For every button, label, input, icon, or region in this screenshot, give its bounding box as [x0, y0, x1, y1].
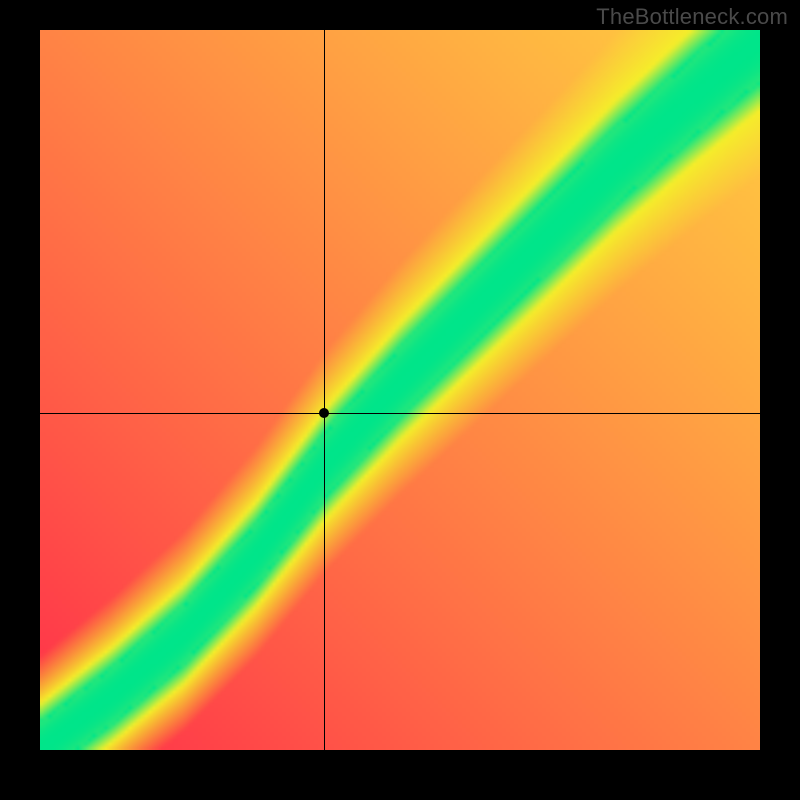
watermark-text: TheBottleneck.com	[596, 4, 788, 30]
crosshair-vertical	[324, 30, 325, 750]
marker-dot	[319, 408, 329, 418]
heatmap-plot	[40, 30, 760, 750]
heatmap-canvas	[40, 30, 760, 750]
crosshair-horizontal	[40, 413, 760, 414]
